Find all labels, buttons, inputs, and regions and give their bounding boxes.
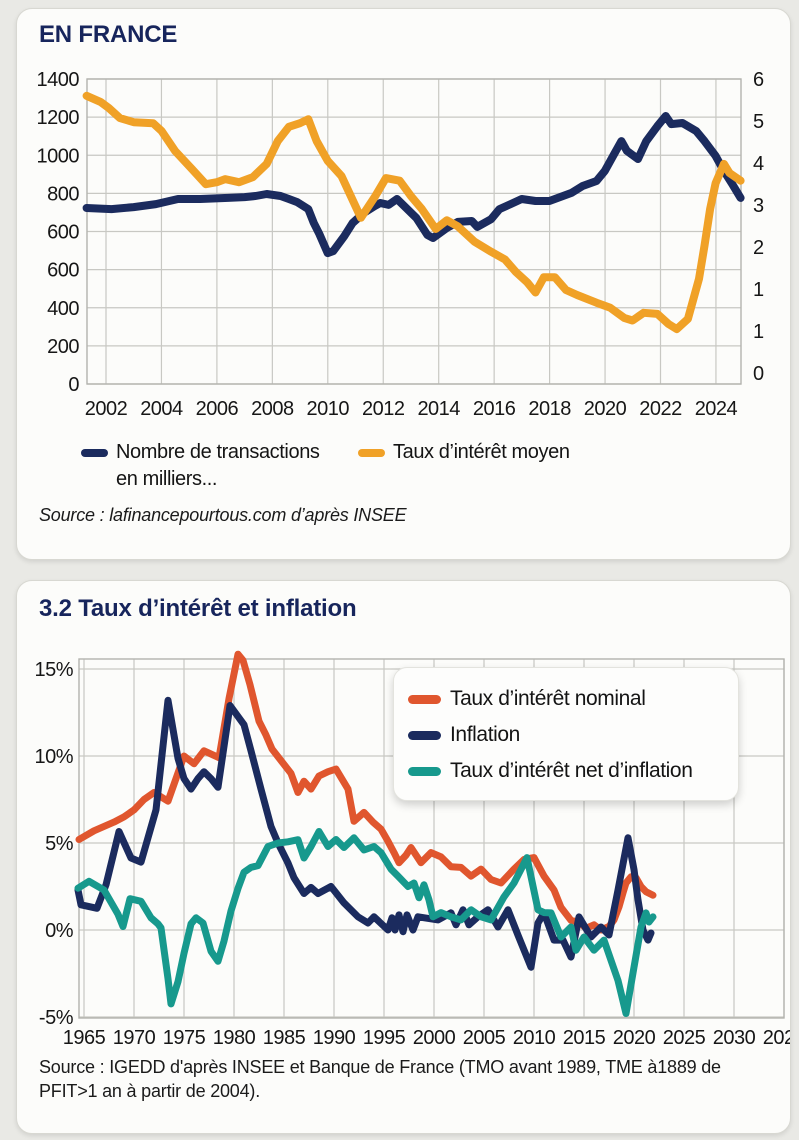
axis-tick-labels: 2002 2004 2006 2008 2010 2012 2014 2016 2018 2020… <box>37 69 765 420</box>
series-line <box>75 650 657 934</box>
series-line <box>74 696 655 971</box>
svg-text:2: 2 <box>753 237 764 259</box>
svg-text:2024: 2024 <box>695 398 738 420</box>
card-interest-inflation-chart: 3.2 Taux d’intérêt et inflation 1965 1970… <box>16 580 791 1134</box>
svg-text:2010: 2010 <box>513 1027 556 1049</box>
legend-label-transactions-line1: Nombre de transactions <box>116 441 320 463</box>
svg-text:2020: 2020 <box>613 1027 656 1049</box>
legend-label-inflation: Inflation <box>450 723 520 746</box>
svg-text:2025: 2025 <box>763 1027 790 1049</box>
transactions-line-swatch-icon <box>81 449 108 457</box>
svg-text:1995: 1995 <box>363 1027 406 1049</box>
svg-text:600: 600 <box>47 222 79 244</box>
svg-text:2004: 2004 <box>140 398 183 420</box>
svg-text:800: 800 <box>47 183 79 205</box>
svg-text:200: 200 <box>47 336 79 358</box>
chart2-title: 3.2 Taux d’intérêt et inflation <box>39 595 357 622</box>
svg-text:1: 1 <box>753 279 764 301</box>
svg-text:5: 5 <box>753 111 764 133</box>
svg-text:15%: 15% <box>34 659 73 681</box>
svg-text:2014: 2014 <box>417 398 460 420</box>
chart2-legend: Taux d’intérêt nominal Inflation Taux d’… <box>393 667 739 801</box>
svg-text:600: 600 <box>47 260 79 282</box>
svg-text:1: 1 <box>753 321 764 343</box>
taux-moyen-line-swatch-icon <box>358 449 385 457</box>
svg-text:0: 0 <box>753 363 764 385</box>
svg-text:1980: 1980 <box>213 1027 256 1049</box>
svg-text:2015: 2015 <box>563 1027 606 1049</box>
svg-text:2005: 2005 <box>463 1027 506 1049</box>
svg-text:0%: 0% <box>45 920 74 942</box>
svg-text:2020: 2020 <box>584 398 627 420</box>
series-line <box>74 828 657 1017</box>
legend-label-net: Taux d’intérêt net d’inflation <box>450 759 693 782</box>
net-line-swatch-icon <box>408 766 441 776</box>
svg-text:3: 3 <box>753 195 764 217</box>
svg-text:2008: 2008 <box>251 398 294 420</box>
legend-label-transactions: Nombre de transactions en milliers... <box>116 439 320 493</box>
chart2-source-line1: Source : IGEDD d'après INSEE et Banque d… <box>39 1057 721 1077</box>
interest-inflation-chart: 1965 1970 1975 1980 1985 1990 1995 2000 2005 2010… <box>34 650 790 1049</box>
series-line <box>82 91 745 334</box>
svg-text:2006: 2006 <box>196 398 239 420</box>
svg-text:6: 6 <box>753 69 764 91</box>
legend-label-taux-moyen: Taux d’intérêt moyen <box>393 441 570 463</box>
inflation-line-swatch-icon <box>408 730 441 740</box>
svg-text:2018: 2018 <box>528 398 571 420</box>
card-transactions-chart: EN FRANCE 2002 2004 2006 2008 2010 2012 2014 20… <box>16 8 791 560</box>
chart2-source: Source : IGEDD d'après INSEE et Banque d… <box>39 1055 774 1104</box>
nominal-line-swatch-icon <box>408 694 441 704</box>
svg-text:1970: 1970 <box>113 1027 156 1049</box>
svg-text:2025: 2025 <box>663 1027 706 1049</box>
chart2-source-line2: PFIT>1 an à partir de 2004). <box>39 1081 261 1102</box>
svg-text:1975: 1975 <box>163 1027 206 1049</box>
legend-entry-transactions: Nombre de transactions en milliers... <box>81 439 320 493</box>
grid-lines <box>87 78 741 385</box>
legend-label-transactions-line2: en milliers... <box>116 468 218 490</box>
legend-entry-net: Taux d’intérêt net d’inflation <box>408 753 724 789</box>
svg-text:4: 4 <box>753 153 764 175</box>
series-line <box>82 112 745 258</box>
plot-border <box>86 78 742 385</box>
svg-text:1000: 1000 <box>37 145 80 167</box>
svg-text:2022: 2022 <box>639 398 682 420</box>
svg-text:10%: 10% <box>34 746 73 768</box>
svg-text:5%: 5% <box>45 833 74 855</box>
chart1-title: EN FRANCE <box>39 21 178 48</box>
legend-entry-inflation: Inflation <box>408 717 724 753</box>
svg-text:1990: 1990 <box>313 1027 356 1049</box>
svg-text:400: 400 <box>47 298 79 320</box>
legend-entry-taux-moyen: Taux d’intérêt moyen <box>358 439 570 466</box>
chart1-legend: Nombre de transactions en milliers... Tau… <box>17 439 790 499</box>
svg-text:2016: 2016 <box>473 398 516 420</box>
svg-text:1200: 1200 <box>37 107 80 129</box>
svg-text:2012: 2012 <box>362 398 405 420</box>
svg-text:-5%: -5% <box>39 1007 74 1029</box>
svg-text:1400: 1400 <box>37 69 80 91</box>
legend-entry-nominal: Taux d’intérêt nominal <box>408 681 724 717</box>
svg-text:1965: 1965 <box>63 1027 106 1049</box>
svg-text:2010: 2010 <box>307 398 350 420</box>
legend-label-nominal: Taux d’intérêt nominal <box>450 687 646 710</box>
axis-tick-labels: 1965 1970 1975 1980 1985 1990 1995 2000 2005 2010… <box>34 659 790 1049</box>
svg-text:1985: 1985 <box>263 1027 306 1049</box>
svg-text:0: 0 <box>68 374 79 396</box>
transactions-vs-rate-chart: 2002 2004 2006 2008 2010 2012 2014 2016 2018 2020… <box>37 69 765 420</box>
svg-text:2030: 2030 <box>713 1027 756 1049</box>
svg-text:2002: 2002 <box>85 398 128 420</box>
svg-text:2000: 2000 <box>413 1027 456 1049</box>
chart1-source: Source : lafinancepourtous.com d’après I… <box>39 505 407 525</box>
